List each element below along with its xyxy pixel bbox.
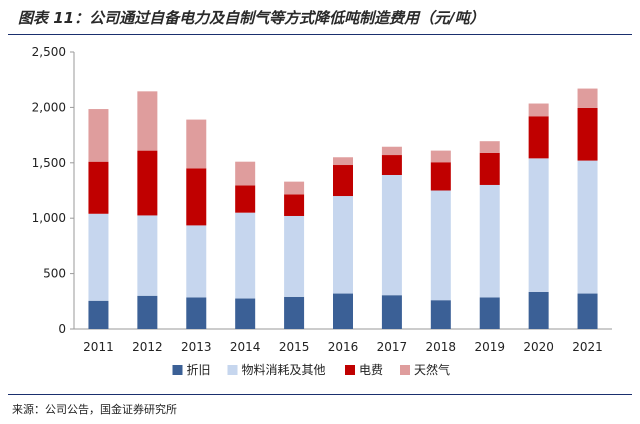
x-tick-label: 2013 [181,340,212,354]
bar-segment-2 [137,215,158,296]
bar-segment-2 [186,225,207,298]
bar-segment-4 [479,141,500,153]
bar-segment-4 [235,161,256,186]
bar-segment-2 [577,160,598,294]
bar-segment-4 [577,88,598,108]
y-tick-label: 500 [43,267,66,281]
source-note: 来源：公司公告，国金证券研究所 [12,403,177,416]
legend-label-3: 电费 [359,363,383,377]
bar-segment-1 [333,293,353,329]
bar-segment-2 [284,215,305,297]
bar-segment-3 [381,155,402,175]
bar-segment-1 [284,296,305,329]
bar-segment-1 [528,291,549,329]
bar-segment-2 [88,213,109,301]
legend-label-2: 物料消耗及其他 [242,363,326,377]
bar-segment-2 [333,196,353,294]
bar-segment-1 [88,300,109,329]
chart-title: 图表 11：公司通过自备电力及自制气等方式降低吨制造费用（元/吨） [18,8,485,27]
bar-segment-3 [186,168,207,226]
bar-segment-4 [430,150,451,163]
bar-segment-3 [333,165,353,197]
legend-swatch-3 [345,365,355,375]
y-tick-label: 1,000 [32,211,66,225]
bar-segment-2 [528,158,549,292]
y-tick-label: 1,500 [32,156,66,170]
bar-segment-4 [88,109,109,162]
bar-segment-3 [137,150,158,216]
bar-segment-1 [577,293,598,329]
x-tick-label: 2014 [230,340,261,354]
x-tick-label: 2011 [83,340,114,354]
bar-segment-1 [186,297,207,329]
bar-segment-3 [88,161,109,214]
bar-segment-3 [284,194,305,216]
bar-segment-4 [381,146,402,156]
legend-label-4: 天然气 [414,362,450,377]
x-tick-label: 2017 [377,340,408,354]
bar-segment-2 [235,212,256,299]
bar-segment-4 [137,91,158,151]
x-tick-label: 2018 [426,340,457,354]
legend-swatch-1 [172,365,183,375]
x-tick-label: 2012 [132,340,163,354]
footer-divider [8,394,632,395]
x-tick-label: 2019 [474,340,505,354]
bar-segment-1 [479,297,500,329]
x-tick-label: 2015 [279,340,310,354]
bar-segment-4 [186,119,207,169]
bar-segment-4 [284,181,305,195]
x-tick-label: 2021 [572,340,603,354]
bar-segment-3 [528,116,549,159]
y-tick-label: 0 [58,322,66,336]
bar-segment-3 [577,107,598,161]
bar-segment-2 [381,174,402,296]
bar-segment-1 [430,300,451,329]
y-tick-label: 2,500 [32,45,66,59]
legend-label-1: 折旧 [187,362,211,377]
bar-segment-2 [430,190,451,301]
bar-segment-4 [528,103,549,117]
bar-segment-4 [333,157,353,166]
bar-segment-1 [381,295,402,329]
legend-swatch-4 [400,365,410,375]
bar-segment-2 [479,184,500,298]
bar-segment-3 [235,185,256,213]
stacked-bar-chart: 0 500 1,000 1,500 2,000 2,500 2011 2012 2013 2014… [32,45,612,377]
legend-swatch-2 [227,365,238,375]
title-divider [8,34,632,35]
bar-segment-1 [235,298,256,329]
x-tick-label: 2016 [328,340,359,354]
y-tick-label: 2,000 [32,100,66,114]
x-tick-label: 2020 [523,340,554,354]
bar-segment-3 [430,162,451,191]
bar-segment-1 [137,295,158,329]
bar-segment-3 [479,152,500,185]
